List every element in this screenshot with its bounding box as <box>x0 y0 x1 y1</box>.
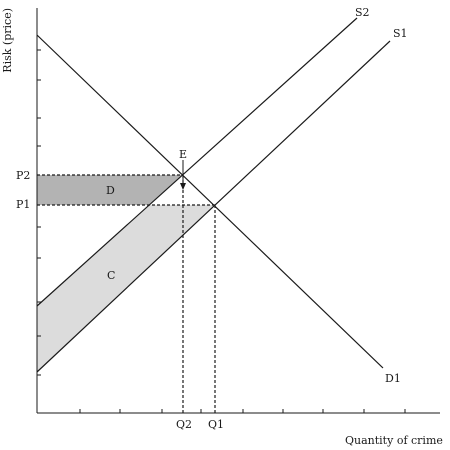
area-c-label: C <box>107 269 115 282</box>
q1-label: Q1 <box>208 418 224 431</box>
s1-label: S1 <box>393 27 408 40</box>
s2-label: S2 <box>355 6 370 19</box>
x-axis-label: Quantity of crime <box>345 434 443 447</box>
area-d-region <box>37 175 183 205</box>
p1-label: P1 <box>16 198 30 211</box>
p2-label: P2 <box>16 169 30 182</box>
q2-label: Q2 <box>176 418 192 431</box>
equilibrium-arrow-head <box>180 183 186 190</box>
supply-curve-s2 <box>36 17 358 307</box>
y-axis-label: Risk (price) <box>1 8 14 73</box>
reference-lines <box>37 174 216 413</box>
d1-label: D1 <box>385 372 401 385</box>
equilibrium-label: E <box>179 148 187 161</box>
x-axis-ticks <box>79 409 406 413</box>
area-d-label: D <box>106 184 115 197</box>
y-axis-ticks <box>37 49 41 376</box>
supply-curve-s1 <box>36 40 391 373</box>
demand-curve-d1 <box>36 34 384 369</box>
